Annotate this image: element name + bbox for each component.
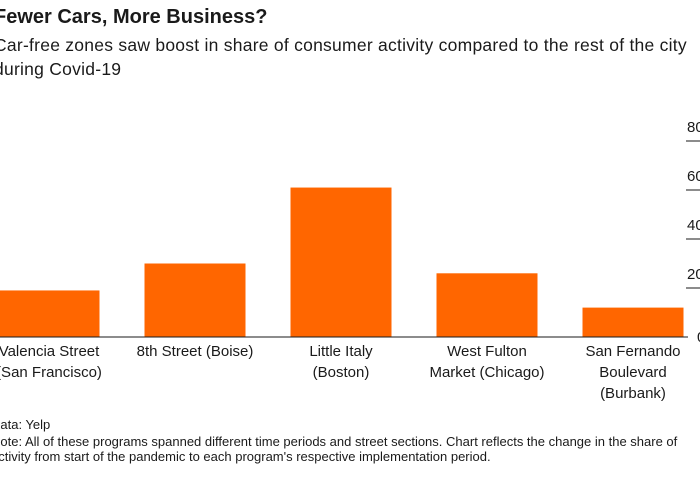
chart-title: Fewer Cars, More Business? — [0, 6, 268, 28]
chart-subtitle: Car-free zones saw boost in share of con… — [0, 35, 687, 79]
y-tick-label-60: 60 — [687, 168, 700, 185]
bar-4 — [582, 307, 684, 337]
x-tick-label-3: West Fulton Market (Chicago) — [429, 343, 544, 381]
x-tick-label-4: San Fernando Boulevard (Burbank) — [585, 343, 680, 402]
y-tick-label-0: 0 — [697, 329, 700, 346]
x-tick-label-1: 8th Street (Boise) — [137, 343, 254, 360]
source-note: Data: Yelp — [0, 417, 51, 432]
x-tick-label-2: Little Italy (Boston) — [309, 343, 373, 381]
y-tick-label-40: 40 — [687, 217, 700, 234]
bar-0 — [0, 290, 100, 337]
bar-1 — [144, 263, 246, 337]
y-tick-label-80: 80 — [687, 119, 700, 136]
bar-2 — [290, 187, 392, 337]
footnote: Note: All of these programs spanned diff… — [0, 434, 678, 464]
bar-3 — [436, 273, 538, 337]
y-tick-label-20: 20 — [687, 266, 700, 283]
x-tick-label-0: Valencia Street (San Francisco) — [0, 343, 102, 381]
